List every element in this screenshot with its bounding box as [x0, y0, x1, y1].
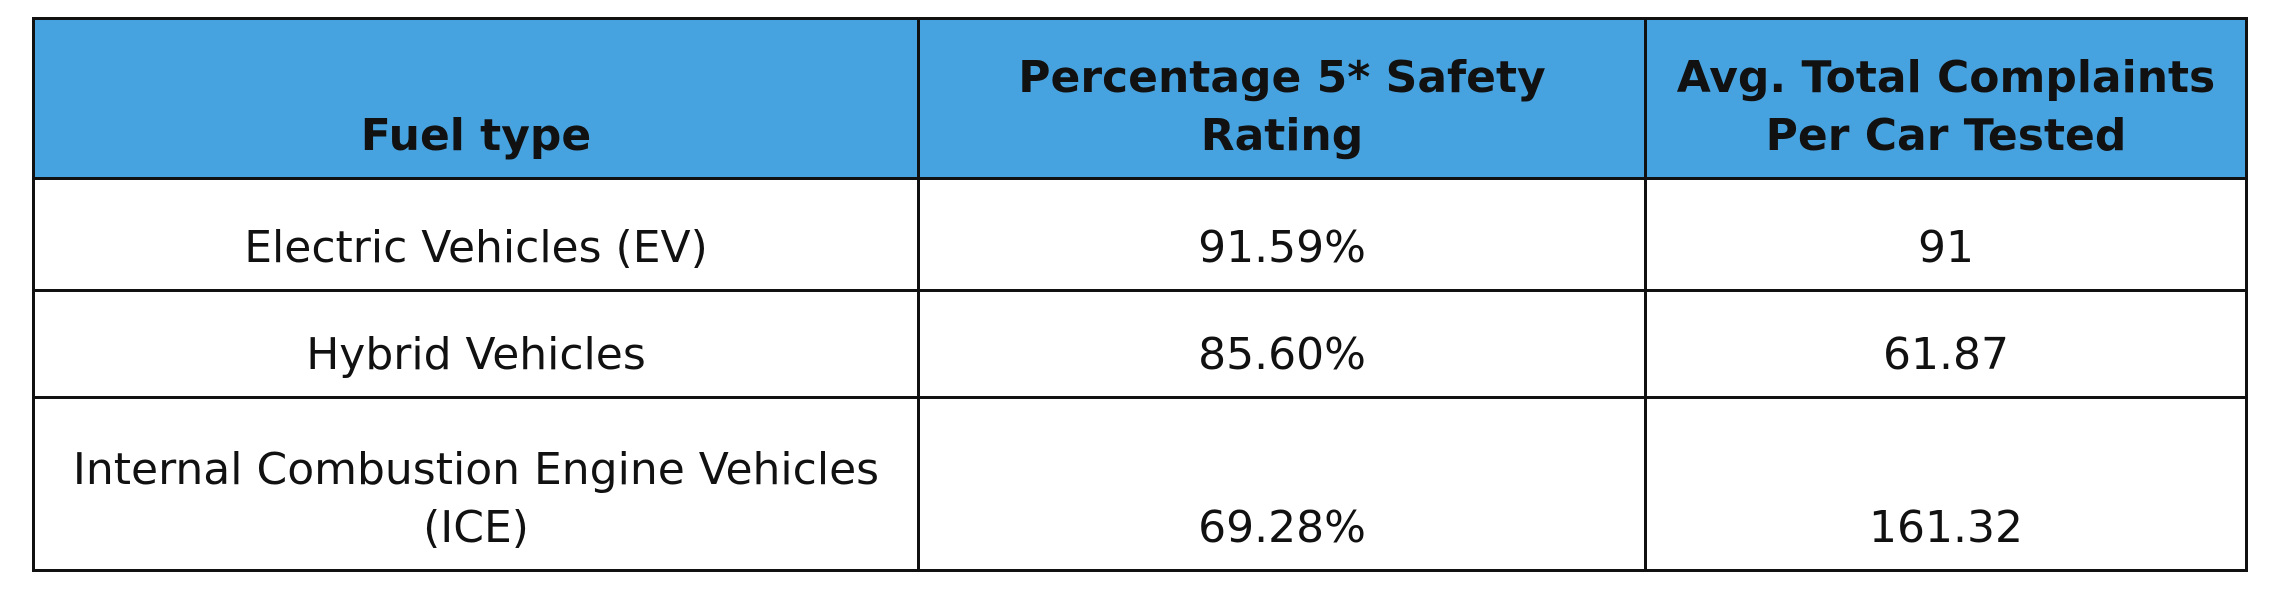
header-cell: Avg. Total Complaints Per Car Tested [1644, 17, 2248, 180]
table-cell: 85.60% [917, 289, 1647, 399]
table-cell: 91 [1644, 177, 2248, 292]
header-cell: Fuel type [32, 17, 920, 180]
header-cell: Percentage 5* Safety Rating [917, 17, 1647, 180]
comparison-table: Fuel type Percentage 5* Safety Rating Avg.… [32, 17, 2248, 572]
table-row: Electric Vehicles (EV) 91.59% 91 [32, 177, 2248, 292]
table-cell: Electric Vehicles (EV) [32, 177, 920, 292]
table-cell: 91.59% [917, 177, 1647, 292]
table-cell: Hybrid Vehicles [32, 289, 920, 399]
table-row: Internal Combustion Engine Vehicles (ICE… [32, 396, 2248, 572]
table-body: Electric Vehicles (EV) 91.59% 91 Hybrid Veh… [32, 177, 2248, 572]
table-cell: Internal Combustion Engine Vehicles (ICE… [32, 396, 920, 572]
table-cell: 61.87 [1644, 289, 2248, 399]
header-row: Fuel type Percentage 5* Safety Rating Avg.… [32, 17, 2248, 180]
table-cell: 161.32 [1644, 396, 2248, 572]
table-row: Hybrid Vehicles 85.60% 61.87 [32, 289, 2248, 399]
table-cell: 69.28% [917, 396, 1647, 572]
